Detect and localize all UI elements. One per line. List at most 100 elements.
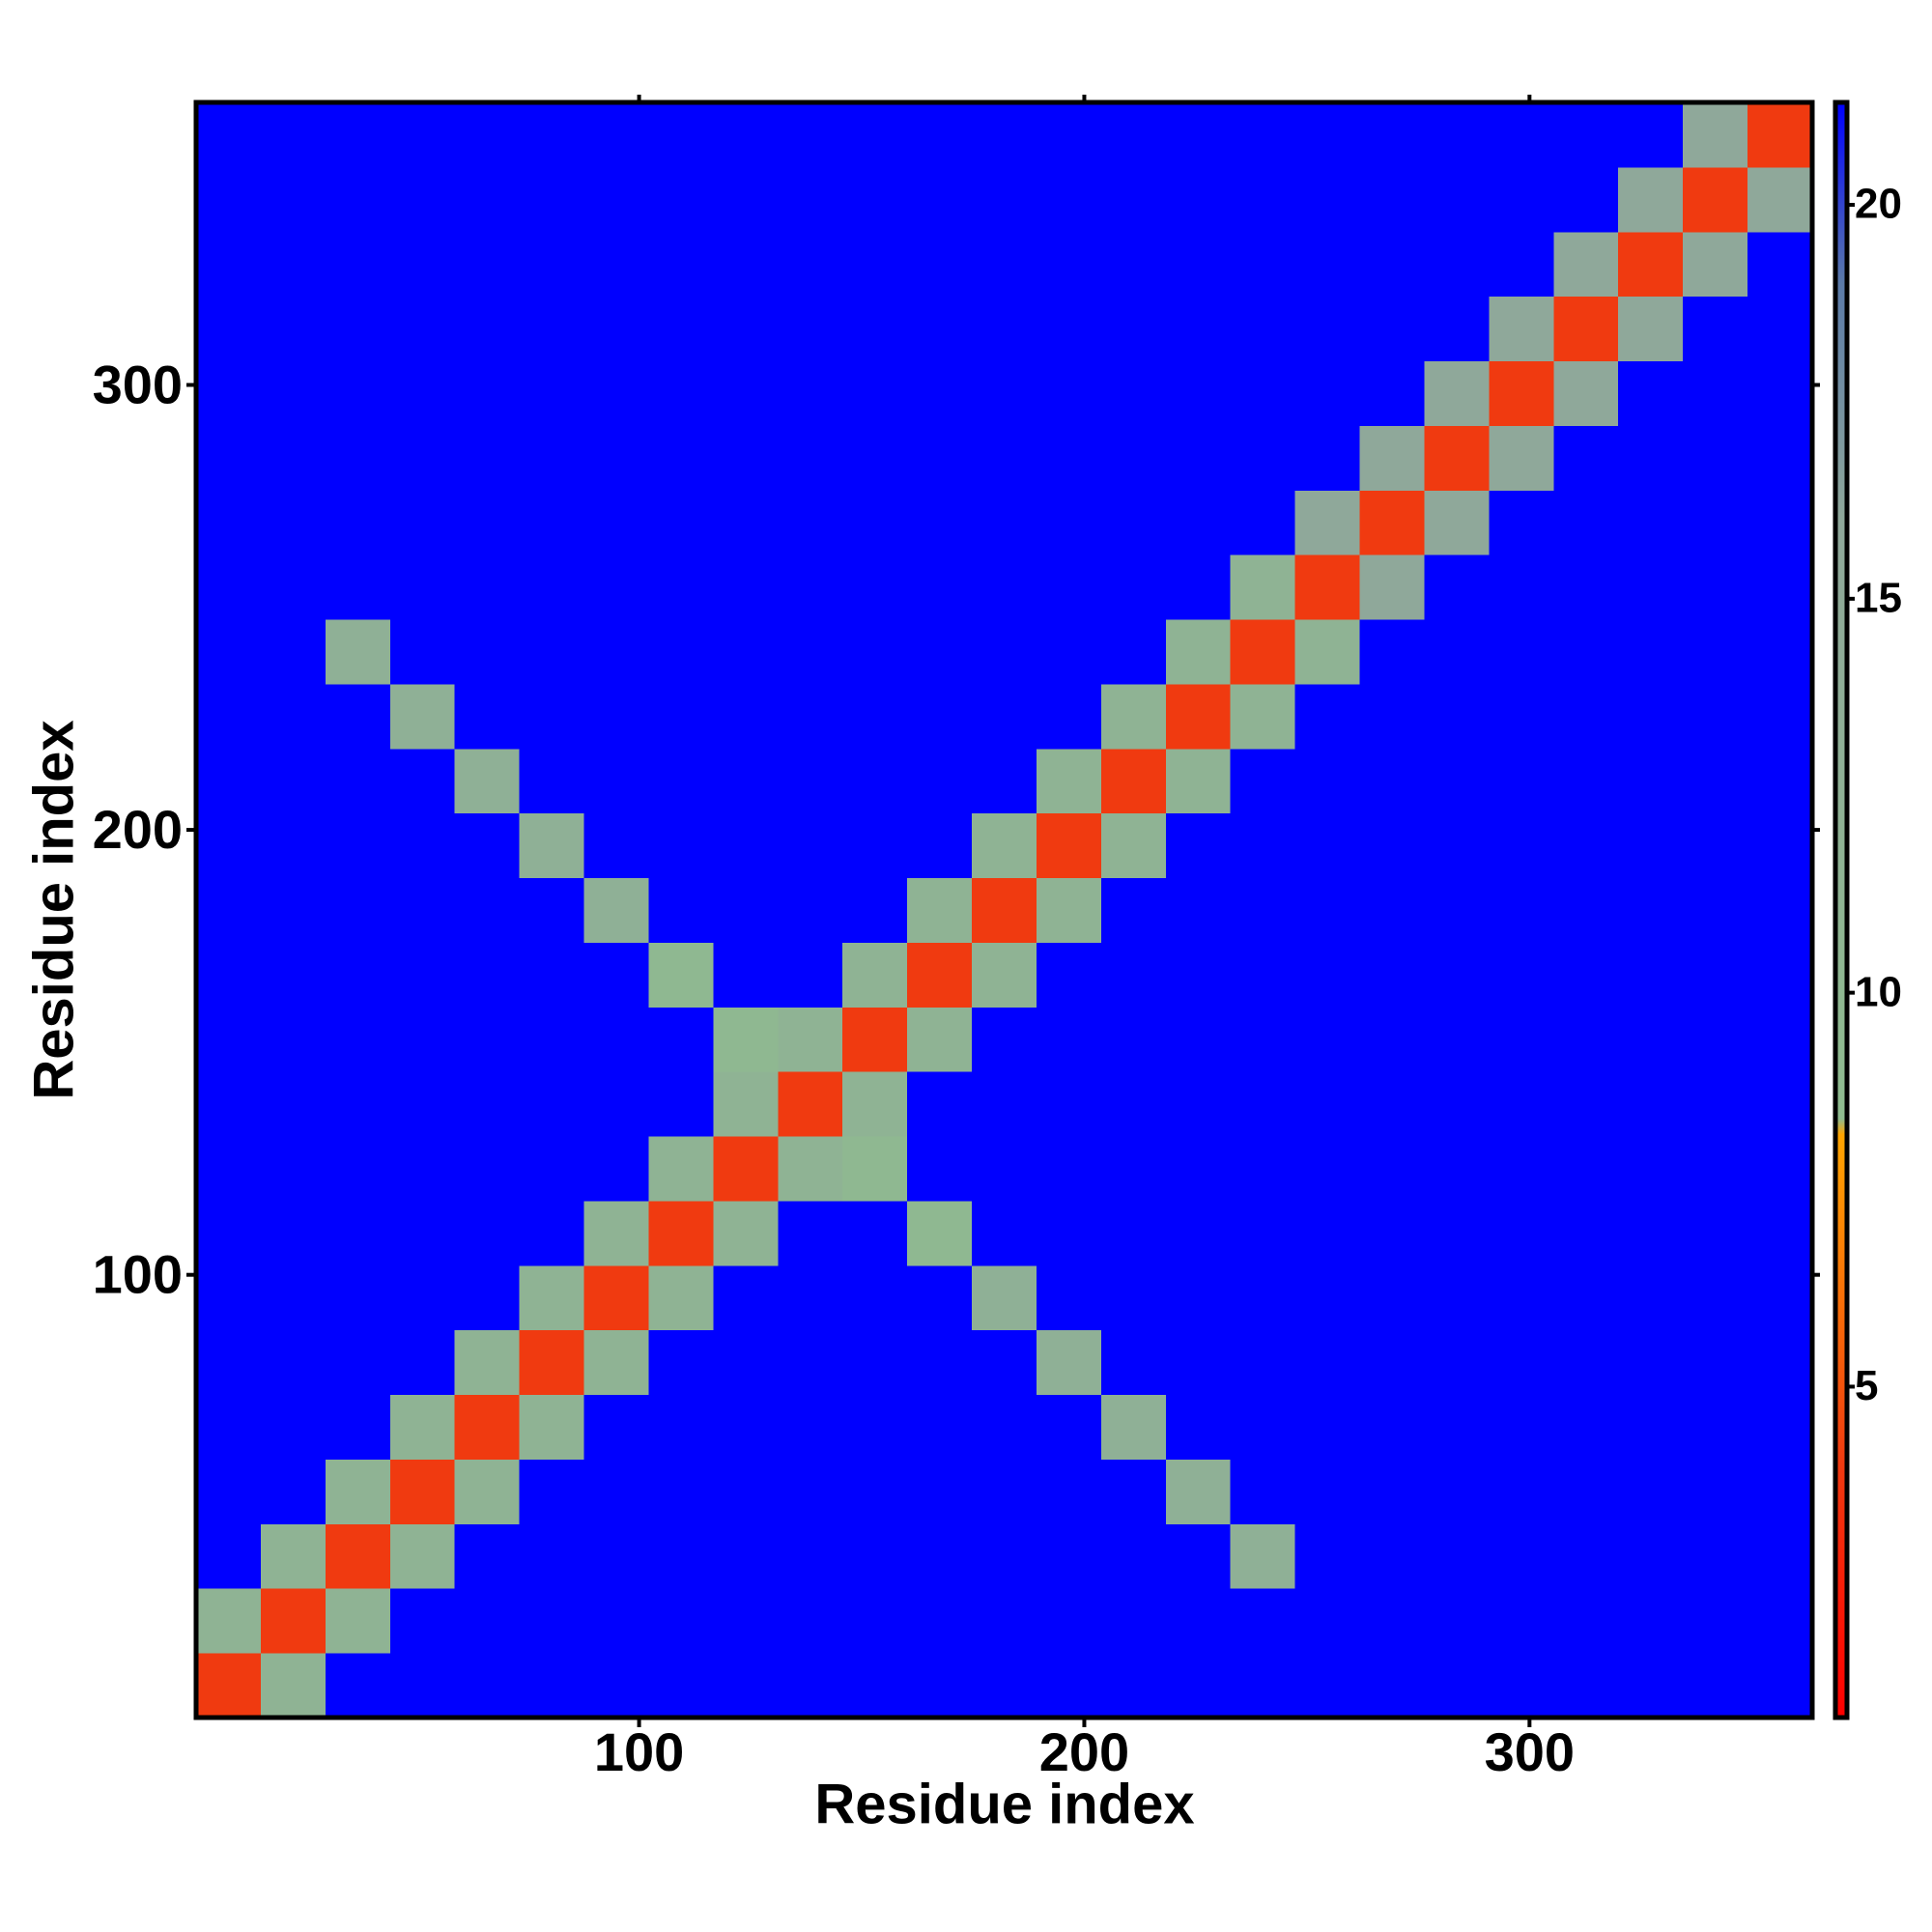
heatmap-cell [1359,812,1425,879]
heatmap-cell [1294,166,1361,233]
heatmap-cell [1683,102,1748,168]
heatmap-cell [1359,166,1425,233]
heatmap-cell [1165,942,1232,1008]
heatmap-cell [519,619,585,685]
heatmap-cell [1424,812,1490,879]
heatmap-cell [1553,1459,1619,1524]
heatmap-cell [196,360,262,426]
heatmap-cell [1359,1394,1425,1460]
heatmap-cell [325,1071,391,1137]
heatmap-cell [1683,1394,1748,1460]
y-axis-title: Residue index [22,720,85,1099]
heatmap-cell [583,296,649,362]
heatmap-cell [1230,102,1296,168]
heatmap-cell [972,231,1037,298]
heatmap-cell [1424,619,1490,685]
heatmap-cell [325,619,391,685]
heatmap-cell [972,554,1037,620]
heatmap-cell [648,1264,714,1331]
heatmap-cell [972,619,1037,685]
heatmap-cell [325,490,391,555]
heatmap-cell [454,1394,521,1460]
heatmap-cell [842,296,908,362]
heatmap-cell [1359,1200,1425,1266]
heatmap-cell [1747,296,1813,362]
heatmap-cell [842,425,908,491]
heatmap-cell [713,683,779,750]
heatmap-cell [389,877,456,943]
heatmap-cell [972,1394,1037,1460]
heatmap-cell [1747,812,1813,879]
heatmap-cell [1553,1071,1619,1137]
heatmap-cell [1553,490,1619,555]
heatmap-cell [1683,1200,1748,1266]
heatmap-cell [196,1459,262,1524]
heatmap-cell [583,1264,649,1331]
heatmap-cell [778,942,843,1008]
heatmap-cell [389,619,456,685]
heatmap-cell [1294,296,1361,362]
heatmap-cell [1294,1329,1361,1396]
heatmap-cell [1230,877,1296,943]
heatmap-cell [1424,1329,1490,1396]
heatmap-cell [1489,102,1554,168]
heatmap-cell [1618,1523,1684,1589]
heatmap-cell [1747,683,1813,750]
heatmap-cell [1359,102,1425,168]
heatmap-cell [778,1264,843,1331]
heatmap-cell [1489,1523,1554,1589]
heatmap-cell [1553,942,1619,1008]
heatmap-cell [260,748,327,814]
heatmap-cell [1489,1653,1554,1719]
heatmap-cell [972,360,1037,426]
heatmap-cell [1618,360,1684,426]
heatmap-cell [1165,554,1232,620]
heatmap-cell [842,554,908,620]
heatmap-cell [1100,1329,1167,1396]
heatmap-cell [1100,619,1167,685]
heatmap-cell [1165,877,1232,943]
heatmap-cell [713,748,779,814]
heatmap-cell [778,877,843,943]
heatmap-cell [260,1264,327,1331]
heatmap-cell [1100,1200,1167,1266]
heatmap-cell [1747,231,1813,298]
heatmap-cell [1359,748,1425,814]
heatmap-cell [389,296,456,362]
heatmap-cell [842,1071,908,1137]
heatmap-cell [519,1200,585,1266]
heatmap-cell [1359,554,1425,620]
heatmap-cell [1489,1136,1554,1202]
heatmap-cell [1489,1264,1554,1331]
heatmap-cell [1165,1459,1232,1524]
heatmap-cell [1294,683,1361,750]
heatmap-cell [260,942,327,1008]
heatmap-cell [648,1653,714,1719]
heatmap-cell [1165,619,1232,685]
heatmap-cell [1618,425,1684,491]
heatmap-cell [1100,102,1167,168]
heatmap-cell [1294,1459,1361,1524]
heatmap-cell [972,1200,1037,1266]
heatmap-cell [778,102,843,168]
heatmap-cell [1230,360,1296,426]
heatmap-cell [1359,683,1425,750]
heatmap-cell [972,1329,1037,1396]
heatmap-cell [1036,942,1102,1008]
heatmap-cell [1036,1329,1102,1396]
heatmap-cell [1424,425,1490,491]
heatmap-cell [842,360,908,426]
heatmap-cell [842,748,908,814]
heatmap-cell [196,1200,262,1266]
heatmap-cell [389,1007,456,1072]
heatmap-cell [648,102,714,168]
heatmap-cell [1165,1653,1232,1719]
heatmap-cell [1618,1329,1684,1396]
heatmap-cell [519,1653,585,1719]
heatmap-cell [648,1007,714,1072]
heatmap-cell [1359,1588,1425,1654]
heatmap-cell [1489,1329,1554,1396]
heatmap-cell [1100,877,1167,943]
heatmap-cell [1553,748,1619,814]
heatmap-cell [1489,748,1554,814]
